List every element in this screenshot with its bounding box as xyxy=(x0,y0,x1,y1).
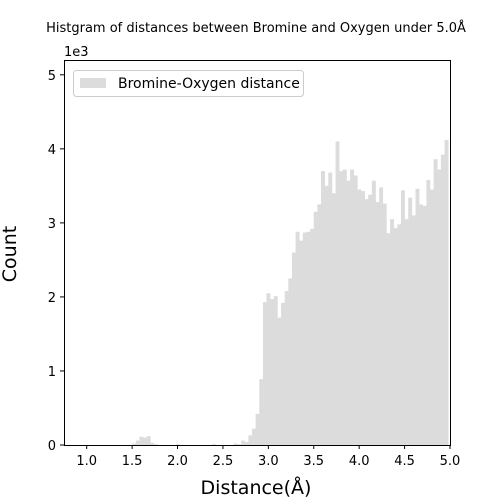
x-tick-label: 3.5 xyxy=(303,454,324,469)
x-axis-label: Distance(Å) xyxy=(201,476,312,499)
histogram-bar xyxy=(437,169,442,445)
histogram-bar xyxy=(266,293,271,445)
y-axis-label: Count xyxy=(0,226,21,282)
histogram-bar xyxy=(252,428,256,445)
histogram-bar xyxy=(411,215,416,445)
y-tick-label: 3 xyxy=(48,217,56,232)
y-tick-label: 1 xyxy=(48,365,56,380)
histogram-bar xyxy=(284,291,289,445)
histogram-bar xyxy=(346,180,351,445)
histogram-bar xyxy=(295,231,300,445)
y-axis-offset-text: 1e3 xyxy=(64,45,89,60)
histogram-bar xyxy=(241,440,246,445)
histogram-bar xyxy=(400,190,405,445)
histogram-bar xyxy=(382,203,387,445)
histogram-bar xyxy=(233,443,238,445)
x-tick-label: 2.5 xyxy=(213,454,234,469)
y-tick-label: 0 xyxy=(48,439,56,454)
histogram-bar xyxy=(408,197,413,445)
histogram-bar xyxy=(273,296,278,445)
histogram-bar xyxy=(299,240,304,445)
histogram-bar xyxy=(419,204,424,446)
y-axis-ticks: 0 1 2 3 4 5 xyxy=(48,69,64,454)
histogram-bar xyxy=(386,233,391,445)
histogram-bar xyxy=(244,442,249,445)
histogram-bar xyxy=(146,436,151,445)
histogram-bar xyxy=(313,211,318,445)
histogram-bar xyxy=(404,219,409,445)
histogram-bar xyxy=(342,169,347,445)
histogram-bar xyxy=(440,154,445,445)
histogram-bar xyxy=(360,191,365,445)
histogram-bar xyxy=(390,219,394,445)
legend-swatch xyxy=(80,78,106,88)
histogram-bar xyxy=(324,185,329,445)
histogram-bar xyxy=(379,187,384,445)
x-axis-ticks: 1.0 1.5 2.0 2.5 3.0 3.5 4.0 4.5 5.0 xyxy=(76,445,460,469)
histogram-bar xyxy=(433,159,438,445)
x-tick-label: 3.0 xyxy=(258,454,279,469)
histogram-bar xyxy=(212,444,216,445)
histogram-bar xyxy=(353,175,358,445)
histogram-bar xyxy=(368,194,373,445)
histogram-bar xyxy=(150,442,155,445)
histogram-bar xyxy=(139,436,144,445)
histogram-bar xyxy=(397,224,402,445)
legend-box xyxy=(73,70,304,97)
histogram-bar xyxy=(331,193,336,445)
histogram-bar xyxy=(277,317,282,445)
histogram-bar xyxy=(321,171,325,445)
x-tick-label: 4.0 xyxy=(349,454,370,469)
histogram-bar xyxy=(291,252,296,445)
histogram-bar xyxy=(430,189,434,445)
histogram-bar xyxy=(357,189,362,445)
x-tick-label: 4.5 xyxy=(394,454,415,469)
histogram-bar xyxy=(281,302,285,445)
histogram-bar xyxy=(288,278,293,445)
y-tick-label: 4 xyxy=(48,143,56,158)
histogram-bar xyxy=(270,299,275,445)
histogram-bar xyxy=(255,413,260,445)
histogram-bar xyxy=(364,199,369,445)
histogram-bar xyxy=(248,435,253,446)
histogram-bar xyxy=(262,302,267,445)
chart-title: Histgram of distances between Bromine an… xyxy=(46,20,466,36)
histogram-bar xyxy=(302,232,307,445)
histogram-bar xyxy=(375,202,380,445)
histogram-bar xyxy=(415,188,420,445)
histogram-bar xyxy=(310,228,315,445)
histogram-bar xyxy=(175,444,180,445)
histogram-bar xyxy=(335,141,340,445)
histogram-bar xyxy=(393,228,398,445)
x-tick-label: 1.0 xyxy=(76,454,97,469)
histogram-bar xyxy=(339,171,344,445)
histogram-bar xyxy=(132,443,137,445)
histogram-bar xyxy=(371,180,376,445)
histogram-bar xyxy=(153,444,158,445)
x-tick-label: 5.0 xyxy=(440,454,461,469)
legend: Bromine-Oxygen distance xyxy=(73,70,304,97)
y-tick-label: 2 xyxy=(48,291,56,306)
histogram-bar xyxy=(422,205,427,445)
histogram-bar xyxy=(237,444,242,445)
plot-area-frame xyxy=(64,60,451,446)
x-tick-label: 1.5 xyxy=(122,454,143,469)
histogram-bars xyxy=(132,139,449,446)
histogram-bar xyxy=(306,231,311,445)
y-tick-label: 5 xyxy=(48,69,56,84)
histogram-bar xyxy=(135,440,140,445)
histogram-bar xyxy=(426,179,431,445)
histogram-bar xyxy=(259,379,264,445)
histogram-bar xyxy=(444,139,449,445)
histogram-bar xyxy=(143,437,147,445)
histogram-bar xyxy=(317,204,322,446)
histogram-bar xyxy=(328,172,333,446)
x-tick-label: 2.0 xyxy=(167,454,188,469)
legend-label: Bromine-Oxygen distance xyxy=(118,76,300,92)
histogram-bar xyxy=(350,169,355,445)
